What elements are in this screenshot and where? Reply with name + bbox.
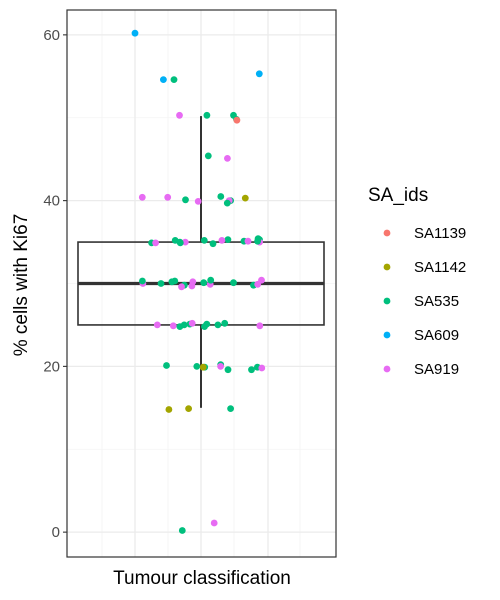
legend-key — [383, 263, 391, 271]
data-point — [138, 193, 146, 201]
jitter-points — [131, 29, 266, 534]
y-axis-title: % cells with Ki67 — [11, 214, 32, 357]
data-point — [163, 362, 170, 369]
legend-label: SA1139 — [414, 225, 466, 242]
data-point — [218, 237, 226, 244]
legend-items: SA1139 SA1142 SA535 SA609 SA919 — [383, 225, 466, 378]
data-point — [176, 111, 183, 119]
data-point — [258, 364, 266, 372]
data-point — [230, 279, 237, 287]
data-point — [207, 276, 215, 284]
legend-label: SA919 — [414, 361, 459, 378]
legend-key — [383, 229, 391, 237]
data-point — [223, 199, 231, 207]
data-point — [160, 76, 167, 83]
data-point — [203, 111, 211, 119]
legend-label: SA535 — [414, 293, 459, 310]
y-axis-ticks: 0 20 40 60 — [43, 27, 67, 541]
data-point — [188, 319, 196, 327]
data-point — [169, 322, 177, 330]
plot-panel-border — [66, 9, 337, 558]
data-point — [188, 282, 196, 290]
data-point — [193, 363, 201, 370]
data-point — [199, 363, 207, 371]
data-point — [210, 519, 218, 527]
data-point — [181, 238, 189, 246]
data-point — [224, 236, 232, 244]
data-point — [165, 406, 173, 413]
data-point — [217, 363, 225, 370]
data-point — [194, 198, 202, 205]
data-point — [185, 405, 193, 412]
data-point — [255, 70, 263, 78]
y-tick-label: 40 — [43, 193, 60, 210]
data-point — [171, 237, 179, 244]
legend-key — [383, 297, 391, 305]
data-point — [254, 237, 261, 245]
data-point — [176, 323, 184, 330]
data-point — [248, 366, 255, 374]
data-point — [131, 29, 139, 37]
legend-title: SA_ids — [368, 185, 428, 206]
data-point — [164, 193, 172, 201]
data-point — [182, 196, 189, 204]
data-point — [209, 240, 217, 248]
data-point — [178, 283, 185, 291]
data-point — [241, 194, 249, 202]
data-point — [200, 279, 208, 287]
y-tick-label: 60 — [43, 27, 60, 44]
data-point — [217, 193, 225, 200]
data-point — [204, 152, 212, 160]
data-point — [214, 321, 222, 329]
x-axis-title: Tumour classification — [113, 568, 291, 589]
legend-key — [383, 331, 391, 339]
data-point — [178, 527, 186, 534]
y-tick-label: 0 — [52, 524, 60, 541]
data-point — [233, 116, 241, 124]
legend-label: SA1142 — [414, 259, 466, 276]
legend: SA_ids SA1139 SA1142 SA535 SA609 SA919 — [368, 185, 466, 378]
data-point — [227, 405, 235, 412]
data-point — [153, 321, 161, 329]
data-point — [203, 320, 211, 328]
data-point — [200, 237, 208, 244]
data-point — [224, 155, 231, 162]
data-point — [256, 322, 264, 330]
legend-key — [383, 365, 391, 373]
legend-label: SA609 — [414, 327, 459, 344]
data-point — [168, 278, 176, 286]
data-point — [244, 237, 252, 245]
data-point — [170, 76, 178, 83]
data-point — [254, 280, 262, 288]
data-point — [139, 277, 146, 285]
data-point — [157, 280, 165, 287]
y-tick-label: 20 — [43, 358, 60, 375]
data-point — [221, 319, 229, 327]
data-point — [224, 366, 232, 374]
data-point — [152, 239, 160, 247]
